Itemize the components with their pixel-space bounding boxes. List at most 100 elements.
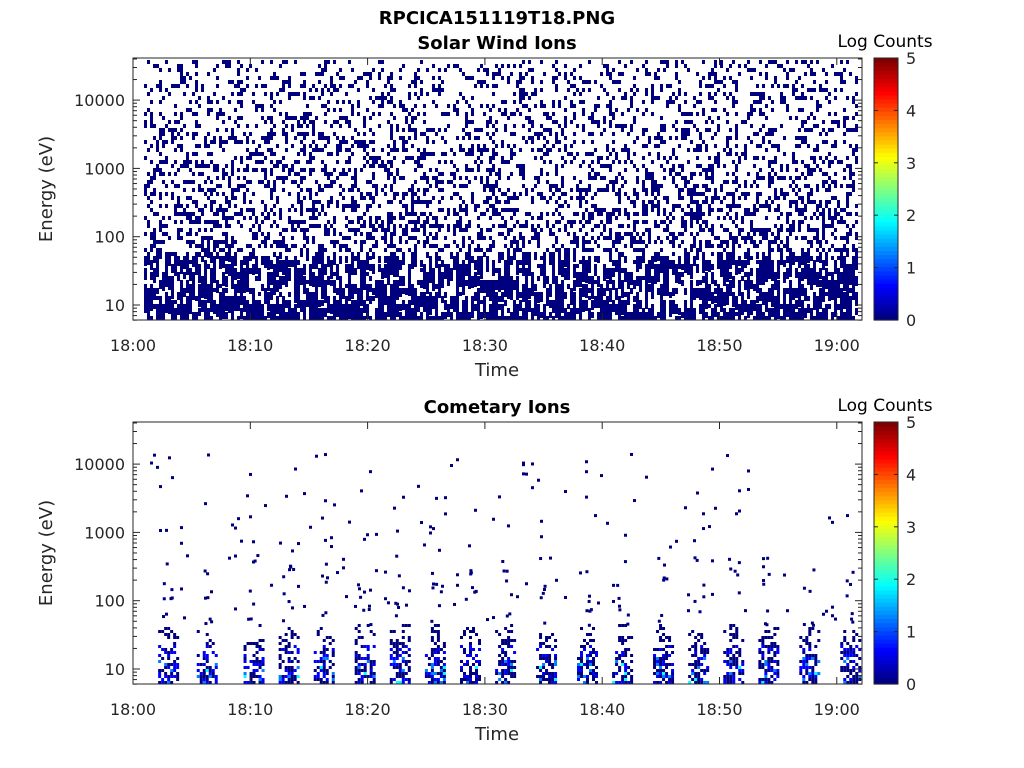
heatmap-cell — [777, 248, 780, 252]
heatmap-cell — [501, 192, 504, 196]
heatmap-cell — [825, 308, 828, 319]
heatmap-cell — [228, 60, 231, 64]
heatmap-cell — [423, 212, 426, 216]
heatmap-cell — [375, 192, 378, 196]
heatmap-cell — [381, 312, 384, 320]
heatmap-cell — [369, 256, 372, 260]
heatmap-cell — [540, 124, 543, 128]
heatmap-cell — [291, 92, 294, 96]
heatmap-cell — [300, 248, 303, 252]
heatmap-cell — [618, 212, 621, 216]
heatmap-cell — [636, 168, 639, 172]
heatmap-cell — [174, 184, 177, 188]
heatmap-cell — [408, 188, 411, 192]
heatmap-cell — [303, 268, 306, 272]
heatmap-cell — [834, 212, 837, 216]
heatmap-cell — [699, 144, 702, 148]
heatmap-cell — [420, 176, 423, 180]
heatmap-cell — [342, 188, 345, 192]
heatmap-cell — [324, 312, 327, 317]
heatmap-cell — [234, 212, 237, 216]
heatmap-cell — [807, 308, 810, 313]
heatmap-cell — [312, 156, 315, 160]
heatmap-cell — [156, 164, 159, 168]
heatmap-cell — [498, 296, 501, 302]
heatmap-cell — [813, 280, 816, 285]
heatmap-cell — [420, 132, 423, 136]
heatmap-cell — [237, 248, 240, 252]
heatmap-cell — [513, 248, 516, 252]
heatmap-cell — [246, 156, 249, 160]
heatmap-cell — [486, 132, 489, 136]
heatmap-cell — [240, 276, 243, 289]
heatmap-cell — [783, 288, 786, 297]
heatmap-cell — [591, 204, 594, 208]
heatmap-cell — [714, 92, 717, 96]
heatmap-cell — [522, 268, 525, 276]
heatmap-cell — [297, 272, 300, 276]
heatmap-cell — [237, 220, 240, 224]
heatmap-cell — [219, 136, 222, 140]
heatmap-cell — [177, 228, 180, 232]
heatmap-cell — [252, 140, 255, 144]
heatmap-cell — [789, 316, 792, 320]
heatmap-cell — [318, 316, 321, 320]
heatmap-cell — [552, 264, 555, 276]
heatmap-cell — [444, 128, 447, 132]
heatmap-cell — [801, 60, 804, 64]
heatmap-cell — [321, 264, 324, 271]
heatmap-cell — [198, 208, 201, 212]
heatmap-cell — [786, 228, 789, 232]
heatmap-cell — [432, 140, 435, 144]
heatmap-cell — [240, 296, 243, 305]
heatmap-cell — [312, 212, 315, 216]
heatmap-cell — [645, 72, 648, 76]
heatmap-cell — [486, 184, 489, 188]
heatmap-cell — [630, 244, 633, 248]
heatmap-cell — [555, 60, 558, 64]
heatmap-cell — [231, 164, 234, 168]
heatmap-cell — [180, 212, 183, 216]
heatmap-cell — [618, 256, 621, 260]
heatmap-cell — [753, 240, 756, 244]
heatmap-cell — [777, 196, 780, 200]
heatmap-cell — [690, 316, 693, 320]
heatmap-cell — [297, 200, 300, 204]
heatmap-cell — [417, 112, 420, 116]
heatmap-cell — [744, 64, 747, 68]
heatmap-cell — [681, 312, 684, 318]
heatmap-cell — [675, 120, 678, 124]
heatmap-cell — [747, 208, 750, 212]
heatmap-cell — [504, 124, 507, 128]
heatmap-cell — [750, 212, 753, 216]
heatmap-cell — [630, 276, 633, 283]
heatmap-cell — [690, 288, 693, 301]
heatmap-cell — [525, 272, 528, 279]
heatmap-cell — [654, 180, 657, 184]
heatmap-cell — [786, 240, 789, 244]
heatmap-cell — [762, 296, 765, 302]
panel-title: Solar Wind Ions — [417, 33, 576, 54]
heatmap-cell — [459, 176, 462, 180]
heatmap-cell — [735, 312, 738, 316]
heatmap-cell — [144, 216, 147, 220]
heatmap-cell — [489, 228, 492, 232]
heatmap-cell — [255, 236, 258, 240]
heatmap-cell — [384, 232, 387, 236]
heatmap-cell — [537, 192, 540, 196]
heatmap-cell — [270, 196, 273, 200]
heatmap-cell — [570, 224, 573, 228]
heatmap-cell — [726, 96, 729, 100]
heatmap-cell — [411, 228, 414, 232]
heatmap-cell — [714, 304, 717, 311]
heatmap-cell — [222, 212, 225, 216]
heatmap-cell — [771, 300, 774, 307]
heatmap-cell — [285, 256, 288, 265]
heatmap-cell — [684, 132, 687, 136]
heatmap-cell — [600, 132, 603, 136]
heatmap-cell — [312, 128, 315, 132]
heatmap-cell — [558, 100, 561, 104]
heatmap-cell — [477, 232, 480, 236]
heatmap-cell — [762, 136, 765, 140]
heatmap-cell — [393, 308, 396, 313]
